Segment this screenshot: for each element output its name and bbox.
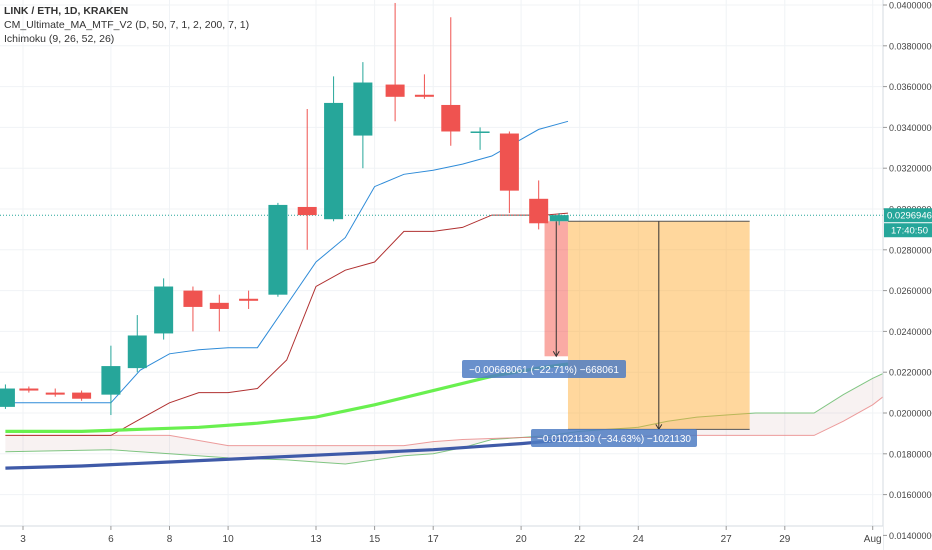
countdown-value: 17:40:50 — [891, 226, 928, 237]
price-tick-label: 0.03200000 — [889, 164, 932, 174]
price-tick-label: 0.02200000 — [889, 368, 932, 378]
time-tick-label: 15 — [369, 534, 381, 545]
time-tick-label: 20 — [516, 534, 528, 545]
candle-body[interactable] — [101, 366, 121, 395]
price-tick-label: 0.02000000 — [889, 409, 932, 419]
candle-body[interactable] — [414, 94, 434, 97]
time-tick-label: 24 — [633, 534, 645, 545]
measure-label-long: −0.01021130 (−34.63%) −1021130 — [537, 434, 691, 445]
indicator-ma-label[interactable]: CM_Ultimate_MA_MTF_V2 (D, 50, 7, 1, 2, 2… — [4, 19, 250, 31]
last-price-tag — [884, 208, 932, 223]
candle-body[interactable] — [353, 82, 373, 136]
candle-body[interactable] — [154, 286, 174, 334]
symbol-title[interactable]: LINK / ETH, 1D, KRAKEN — [4, 5, 129, 17]
price-tick-label: 0.03800000 — [889, 41, 932, 51]
time-tick-label: Aug — [864, 534, 882, 545]
price-tick-label: 0.02600000 — [889, 286, 932, 296]
price-axis-bg — [883, 0, 932, 550]
time-tick-label: 29 — [779, 534, 791, 545]
candle-body[interactable] — [529, 198, 549, 224]
price-tick-label: 0.01400000 — [889, 531, 932, 541]
price-tick-label: 0.03600000 — [889, 82, 932, 92]
time-tick-label: 6 — [108, 534, 114, 545]
time-tick-label: 10 — [223, 534, 235, 545]
chart-legend: LINK / ETH, 1D, KRAKEN CM_Ultimate_MA_MT… — [4, 4, 249, 46]
candle-body[interactable] — [19, 388, 39, 391]
candle-body[interactable] — [239, 298, 259, 301]
price-tick-label: 0.01600000 — [889, 490, 932, 500]
indicator-ichimoku-label[interactable]: Ichimoku (9, 26, 52, 26) — [4, 33, 115, 45]
measure-label-short: −0.00668061 (−22.71%) −668061 — [469, 365, 619, 376]
time-tick-label: 22 — [574, 534, 586, 545]
candle-body[interactable] — [268, 204, 288, 295]
time-tick-label: 3 — [20, 534, 26, 545]
time-axis-bg — [0, 526, 883, 550]
countdown-tag — [884, 223, 932, 238]
tenkan-line — [5, 120, 569, 404]
price-tick-label: 0.02400000 — [889, 327, 932, 337]
candle-body[interactable] — [45, 392, 65, 395]
candle-body[interactable] — [209, 302, 229, 309]
candle-body[interactable] — [470, 131, 490, 133]
candle-body[interactable] — [183, 290, 203, 307]
measure-arrow-short-head — [552, 351, 560, 358]
candle-body[interactable] — [0, 388, 15, 407]
measure-label-long-bg[interactable] — [531, 429, 697, 447]
time-tick-label: 27 — [721, 534, 733, 545]
price-tick-label: 0.03400000 — [889, 123, 932, 133]
price-tick-label: 0.01800000 — [889, 449, 932, 459]
candle-body[interactable] — [324, 102, 344, 220]
candle-body[interactable] — [441, 104, 461, 132]
candle-body[interactable] — [549, 215, 569, 222]
price-tick-label: 0.02800000 — [889, 245, 932, 255]
candle-body[interactable] — [127, 335, 147, 369]
time-tick-label: 17 — [428, 534, 440, 545]
candle-body[interactable] — [499, 133, 519, 191]
kijun-line — [5, 212, 569, 436]
time-tick-label: 13 — [310, 534, 322, 545]
candle-body[interactable] — [297, 206, 317, 216]
candle-body[interactable] — [385, 84, 405, 97]
time-tick-label: 8 — [167, 534, 173, 545]
ma-slow-line — [5, 437, 569, 470]
candle-body[interactable] — [72, 392, 92, 399]
measure-label-short-bg[interactable] — [462, 360, 626, 378]
price-tick-label: 0.04000000 — [889, 1, 932, 11]
last-price-value: 0.02969462 — [887, 211, 932, 222]
